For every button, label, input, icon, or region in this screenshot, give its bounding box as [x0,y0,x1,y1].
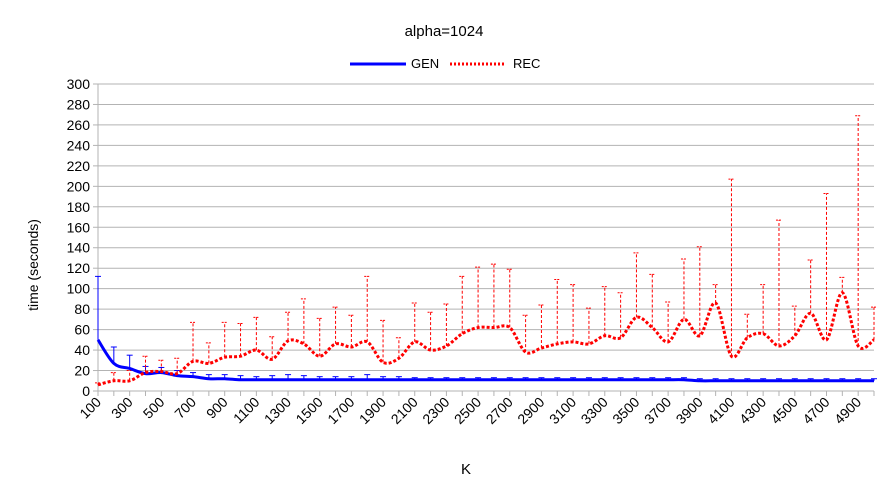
x-tick-label: 3500 [609,394,642,427]
x-tick-label: 4700 [799,394,832,427]
gridlines [98,83,874,392]
x-tick-label: 1300 [261,394,294,427]
series-line-gen [96,338,874,383]
x-tick-label: 2700 [483,394,516,427]
series-line-rec [97,291,875,387]
x-tick-label: 1500 [292,394,325,427]
x-tick-label: 4100 [704,394,737,427]
x-tick-label: 900 [203,394,231,422]
y-tick-label: 280 [67,96,91,112]
y-tick-label: 160 [67,219,91,235]
y-tick-label: 200 [67,178,91,194]
x-tick-label: 700 [171,394,199,422]
x-tick-label: 2900 [514,394,547,427]
y-tick-label: 20 [74,363,90,379]
x-tick-label: 3700 [641,394,674,427]
y-tick-label: 100 [67,281,91,297]
y-tick-label: 0 [82,383,90,399]
legend-gen-label: GEN [411,56,439,71]
x-tick-label: 3900 [673,394,706,427]
x-tick-label: 1700 [324,394,357,427]
y-tick-label: 80 [74,301,90,317]
x-tick-label: 4300 [736,394,769,427]
x-tick-label: 2100 [388,394,421,427]
error-bars [95,115,877,385]
y-tick-label: 240 [67,137,91,153]
y-tick-label: 260 [67,117,91,133]
y-tick-label: 140 [67,240,91,256]
y-tick-label: 220 [67,158,91,174]
x-tick-label: 2300 [419,394,452,427]
y-tick-label: 40 [74,342,90,358]
x-axis: 100 300 500 700 900 1100130015001700190021002… [76,390,875,427]
x-tick-label: 4900 [831,394,864,427]
x-tick-label: 500 [140,394,168,422]
x-tick-label: 100 [76,394,104,422]
x-axis-title: K [461,461,471,478]
y-axis-title: time (seconds) [25,219,41,311]
x-tick-label: 3100 [546,394,579,427]
x-tick-label: 300 [108,394,136,422]
y-tick-label: 180 [67,199,91,215]
x-tick-label: 3300 [578,394,611,427]
y-tick-label: 60 [74,322,90,338]
x-tick-label: 1100 [230,394,263,427]
legend: GEN REC [350,56,540,71]
series-lines [96,291,875,387]
legend-rec-label: REC [513,56,540,71]
x-tick-label: 4500 [768,394,801,427]
x-tick-label: 2500 [451,394,484,427]
x-tick-label: 1900 [356,394,389,427]
y-axis: 0 20 40 60 80 100 120 140 160 180 200 220 240 260 280 3… [67,76,99,399]
y-tick-label: 120 [67,260,91,276]
chart-title: alpha=1024 [405,23,484,40]
y-tick-label: 300 [67,76,91,92]
